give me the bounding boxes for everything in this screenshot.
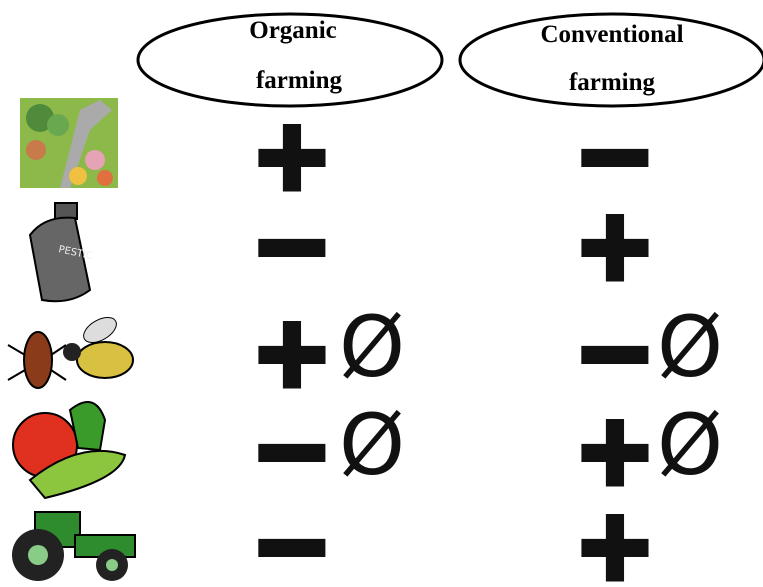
vegetables-icon: [12, 401, 127, 500]
no-effect-symbol: Ø: [339, 298, 405, 396]
column-title: farming: [569, 69, 656, 96]
effect-sign: +: [575, 189, 655, 301]
garden-icon: [20, 98, 118, 188]
effect-sign: +: [252, 99, 332, 211]
no-effect-symbol: Ø: [339, 396, 405, 494]
tractor-icon: [12, 511, 136, 581]
effect-sign: −: [252, 189, 332, 301]
effect-sign: +: [575, 394, 655, 506]
effect-sign: −: [575, 99, 655, 211]
column-title: farming: [256, 67, 343, 94]
no-effect-symbol: Ø: [657, 298, 723, 396]
effect-sign: −: [252, 394, 332, 506]
effect-sign: +: [252, 296, 332, 408]
effect-sign: −: [575, 296, 655, 408]
header: Organic farming Conventional farming: [136, 12, 763, 108]
header-ellipse: [458, 12, 763, 108]
insects-icon: [7, 317, 134, 389]
no-effect-symbol: Ø: [657, 396, 723, 494]
pesticide-bottle-icon: PESTIC: [28, 202, 94, 303]
header-ellipse: [136, 12, 444, 108]
icons: PESTIC: [7, 98, 136, 581]
effect-sign: +: [575, 489, 655, 587]
column-title: Conventional: [540, 21, 683, 48]
column-title: Organic: [249, 17, 337, 44]
effect-sign: −: [252, 489, 332, 587]
cells: + −− ++ Ø − Ø− Ø + Ø− +: [248, 96, 723, 587]
